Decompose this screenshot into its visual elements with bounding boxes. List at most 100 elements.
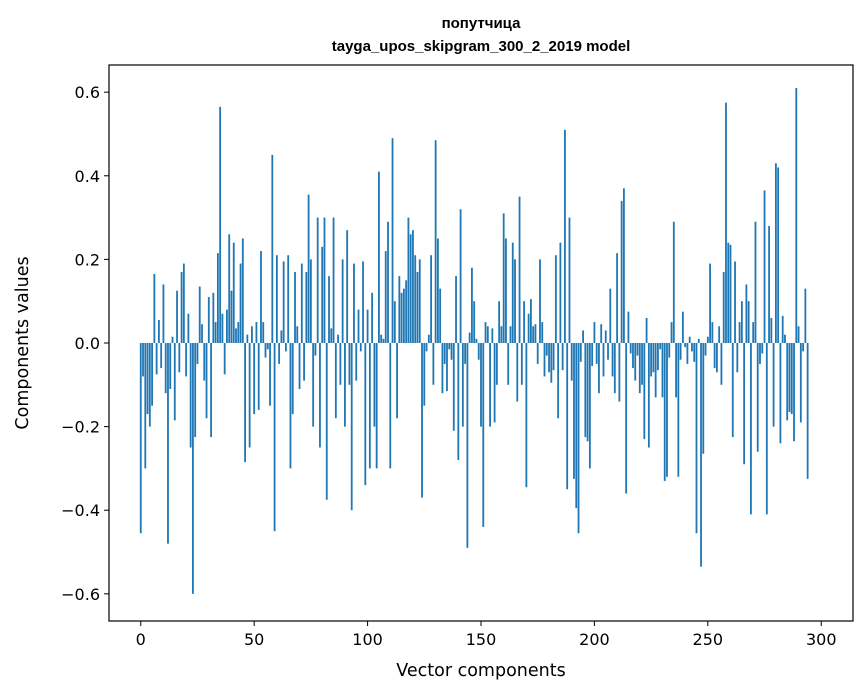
bar [575, 343, 578, 509]
bar [235, 328, 237, 343]
bar [505, 238, 507, 343]
bar [595, 343, 598, 364]
bar [718, 326, 721, 343]
bar [784, 334, 786, 343]
bar [201, 324, 203, 343]
bar [282, 261, 285, 343]
bar [409, 234, 412, 343]
bar [246, 334, 249, 343]
bar [357, 309, 360, 343]
bar [153, 274, 156, 343]
bar [557, 343, 560, 419]
bar [523, 301, 525, 343]
bar [346, 230, 349, 343]
bar [275, 255, 278, 343]
bar [765, 343, 768, 515]
bar [752, 322, 755, 343]
bar [287, 255, 290, 343]
bar [738, 322, 741, 343]
bar [221, 313, 224, 343]
bar [693, 343, 696, 362]
bar [427, 334, 430, 343]
x-axis-ticks: 0 50 100 150 200 250 300 [136, 621, 837, 649]
bar [627, 311, 630, 343]
bar [400, 292, 403, 343]
bar [228, 234, 231, 343]
bar [500, 326, 503, 343]
bar [160, 343, 163, 369]
bar [434, 140, 437, 343]
bar [368, 343, 371, 469]
bar [380, 334, 383, 343]
bar [437, 238, 439, 343]
bar [652, 343, 655, 373]
bar [623, 188, 625, 343]
bar [296, 326, 299, 343]
bar [255, 322, 258, 343]
bar [779, 343, 782, 444]
bar [593, 322, 596, 343]
chart-subtitle: tayga_upos_skipgram_300_2_2019 model [332, 38, 631, 55]
bar [659, 343, 662, 350]
bar [570, 343, 573, 381]
bar [711, 322, 714, 343]
bar [530, 299, 532, 343]
y-tick-label: 0.0 [75, 334, 100, 353]
bar [216, 253, 219, 343]
bar [573, 343, 575, 479]
bar [638, 343, 641, 394]
bar [768, 225, 770, 343]
bar [588, 343, 591, 469]
y-tick-label: 0.2 [75, 250, 100, 269]
bar [645, 317, 648, 343]
bar [151, 343, 153, 406]
bar [373, 343, 376, 427]
bars-layer [139, 87, 809, 594]
bar [348, 343, 351, 385]
bar [484, 322, 487, 343]
bar [350, 343, 353, 511]
bar [280, 330, 283, 343]
bar [387, 221, 389, 343]
bar [670, 322, 673, 343]
bar [405, 280, 408, 343]
bar [561, 343, 564, 371]
bar [709, 263, 711, 343]
bar [441, 343, 444, 394]
bar [495, 343, 498, 385]
bar [788, 343, 791, 412]
bar [761, 343, 764, 354]
bar [604, 330, 607, 343]
bar [364, 343, 367, 486]
bar [675, 343, 677, 398]
bar [514, 259, 516, 343]
bar [802, 343, 804, 352]
bar [677, 343, 680, 477]
bar [455, 276, 457, 343]
bar [359, 343, 362, 352]
y-tick-label: 0.6 [75, 83, 100, 102]
bar [511, 242, 514, 343]
bar [303, 343, 305, 381]
bar [457, 343, 460, 461]
bar [214, 322, 217, 343]
bar [790, 343, 793, 415]
bar [566, 343, 569, 490]
bar [650, 343, 653, 377]
bar [452, 343, 455, 431]
bar [554, 255, 557, 343]
y-axis-ticks: −0.6 −0.4 −0.2 0.0 0.2 0.4 0.6 [61, 83, 109, 604]
bar [475, 338, 478, 343]
bar [237, 322, 240, 343]
bar [625, 343, 628, 494]
bar [743, 343, 746, 465]
bar [430, 255, 432, 343]
bar [774, 163, 777, 343]
bar [203, 343, 206, 381]
bar [634, 343, 637, 381]
bar [781, 315, 784, 343]
bar [507, 343, 510, 385]
bar [139, 343, 142, 534]
bar [613, 343, 616, 394]
bar [185, 343, 188, 377]
